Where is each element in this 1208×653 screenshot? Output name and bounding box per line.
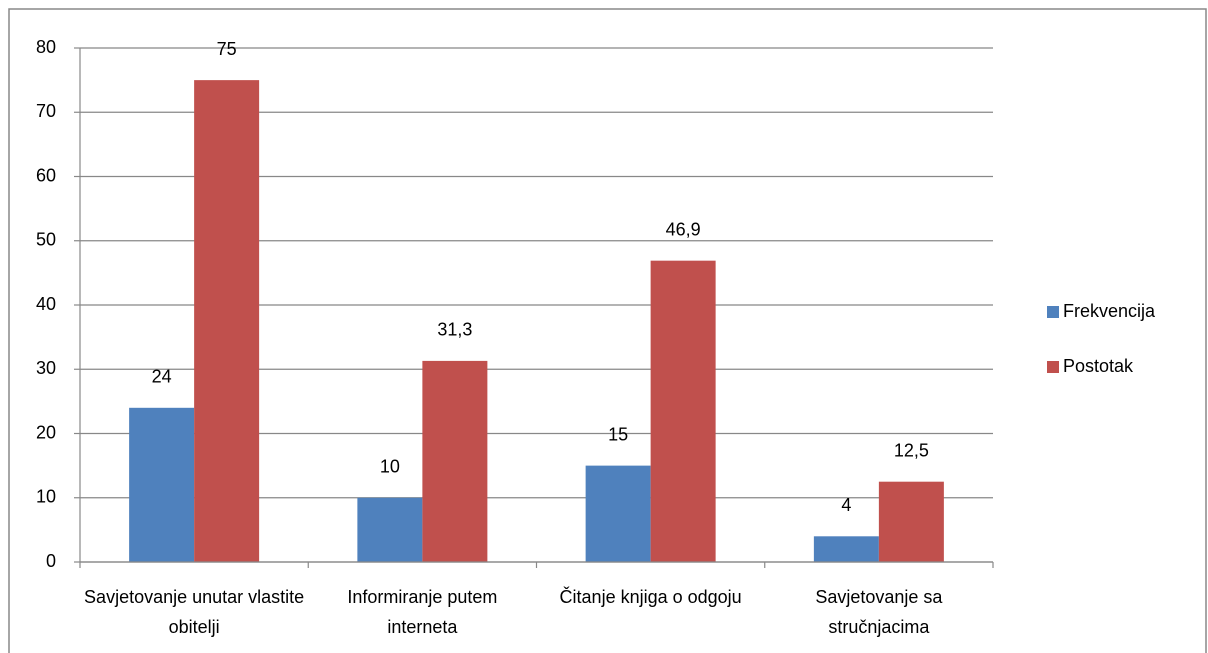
y-tick-label: 30 — [36, 358, 56, 378]
data-label: 15 — [608, 424, 628, 444]
y-tick-label: 80 — [36, 37, 56, 57]
y-tick-label: 50 — [36, 230, 56, 250]
data-label: 46,9 — [666, 219, 701, 239]
data-label: 10 — [380, 457, 400, 477]
x-tick-label: Informiranje putem interneta — [347, 587, 498, 637]
bar — [813, 536, 879, 562]
bar — [422, 360, 488, 562]
x-tick-label: Savjetovanje sa stručnjacima — [815, 587, 943, 637]
legend-swatch — [1047, 306, 1059, 318]
bar — [357, 497, 423, 562]
bar — [129, 407, 195, 562]
y-tick-label: 40 — [36, 294, 56, 314]
data-label: 4 — [841, 495, 851, 515]
bar — [585, 465, 651, 562]
data-label: 31,3 — [437, 320, 472, 340]
y-tick-label: 70 — [36, 101, 56, 121]
data-label: 12,5 — [894, 440, 929, 460]
bar — [878, 481, 944, 562]
y-tick-label: 60 — [36, 165, 56, 185]
legend-swatch — [1047, 361, 1059, 373]
data-label: 75 — [217, 39, 237, 59]
y-tick-label: 0 — [46, 551, 56, 571]
legend-label: Postotak — [1063, 356, 1134, 376]
legend-label: Frekvencija — [1063, 301, 1156, 321]
x-tick-label: Čitanje knjiga o odgoju — [559, 587, 742, 607]
x-tick-label: Savjetovanje unutar vlastite obitelji — [84, 587, 305, 637]
y-tick-label: 10 — [36, 487, 56, 507]
chart-border — [8, 8, 1207, 653]
bar — [650, 260, 716, 562]
y-tick-label: 20 — [36, 422, 56, 442]
data-label: 24 — [152, 367, 172, 387]
bar — [194, 80, 260, 562]
